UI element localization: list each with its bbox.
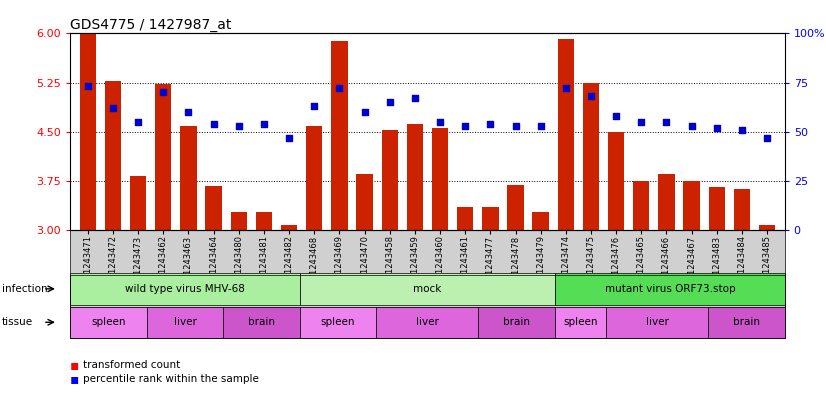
Bar — [180, 127, 197, 230]
Bar — [608, 132, 624, 230]
Text: liver: liver — [173, 317, 197, 327]
Bar — [709, 187, 725, 230]
Bar — [733, 189, 750, 230]
Point — [509, 123, 522, 129]
Point — [131, 119, 145, 125]
Point — [610, 113, 623, 119]
Text: infection: infection — [2, 284, 47, 294]
Text: spleen: spleen — [563, 317, 598, 327]
Bar — [306, 127, 322, 230]
Bar — [382, 130, 398, 230]
Point — [81, 83, 94, 90]
Point — [383, 99, 396, 105]
Point — [559, 85, 572, 92]
Point — [534, 123, 548, 129]
Bar — [683, 181, 700, 230]
Bar — [206, 186, 222, 230]
Bar — [256, 211, 272, 230]
Point — [434, 119, 447, 125]
Point — [207, 121, 221, 127]
Text: mock: mock — [413, 284, 442, 294]
Text: mutant virus ORF73.stop: mutant virus ORF73.stop — [605, 284, 735, 294]
Text: GDS4775 / 1427987_at: GDS4775 / 1427987_at — [70, 18, 231, 32]
Text: brain: brain — [248, 317, 275, 327]
Bar — [759, 225, 776, 230]
Point — [408, 95, 421, 101]
Point — [307, 103, 320, 109]
Point — [710, 125, 724, 131]
Point — [182, 109, 195, 115]
Point — [584, 93, 597, 99]
Bar — [432, 129, 449, 230]
Bar — [356, 174, 373, 230]
Text: transformed count: transformed count — [83, 360, 180, 371]
Bar — [230, 211, 247, 230]
Point — [761, 134, 774, 141]
Point — [157, 89, 170, 95]
Bar — [533, 211, 548, 230]
Text: spleen: spleen — [320, 317, 355, 327]
Point — [458, 123, 472, 129]
Bar — [130, 176, 146, 230]
Point — [333, 85, 346, 92]
Bar — [331, 41, 348, 230]
Point — [282, 134, 296, 141]
Bar — [406, 124, 423, 230]
Text: tissue: tissue — [2, 317, 33, 327]
Bar — [482, 207, 499, 230]
Bar — [558, 39, 574, 230]
Bar — [457, 207, 473, 230]
Bar — [633, 181, 649, 230]
Text: ▪: ▪ — [70, 358, 79, 373]
Bar — [79, 33, 96, 230]
Bar — [105, 81, 121, 230]
Point — [484, 121, 497, 127]
Bar — [281, 225, 297, 230]
Text: ▪: ▪ — [70, 372, 79, 386]
Point — [735, 127, 748, 133]
Point — [685, 123, 698, 129]
Point — [258, 121, 271, 127]
Text: brain: brain — [503, 317, 530, 327]
Text: liver: liver — [646, 317, 668, 327]
Point — [358, 109, 371, 115]
Text: percentile rank within the sample: percentile rank within the sample — [83, 374, 259, 384]
Bar — [583, 83, 599, 230]
Point — [232, 123, 245, 129]
Point — [107, 105, 120, 111]
Bar — [155, 84, 172, 230]
Bar — [507, 185, 524, 230]
Text: liver: liver — [416, 317, 439, 327]
Text: wild type virus MHV-68: wild type virus MHV-68 — [125, 284, 245, 294]
Point — [660, 119, 673, 125]
Text: spleen: spleen — [91, 317, 126, 327]
Point — [634, 119, 648, 125]
Text: brain: brain — [733, 317, 760, 327]
Bar — [658, 174, 675, 230]
